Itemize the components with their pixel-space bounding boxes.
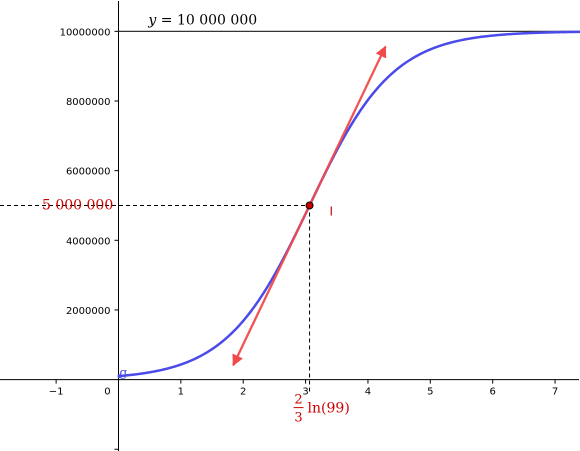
tick-labels: −1 0 1 2 3 4 5 6 7200000040000006000000800000010… (49, 27, 558, 450)
inflection-point-label: I (330, 204, 334, 218)
x-tick-label: 5 (427, 387, 433, 398)
inflection-x-numerator: 2 (294, 393, 302, 408)
curve (118, 30, 580, 378)
inflection-x-denominator: 3 (294, 411, 302, 426)
x-tick-label: 4 (365, 387, 371, 398)
x-tick-label: 2 (240, 387, 246, 398)
x-tick-label: 7 (552, 387, 558, 398)
inflection-point (305, 201, 314, 210)
asymptote-label: y = 10 000 000 (147, 12, 257, 28)
inflection-y-label: 5 000 000 (42, 197, 113, 213)
asymptote-label-value: = 10 000 000 (156, 12, 257, 28)
inflection-x-function: ln(99) (308, 401, 350, 417)
x-tick-label: 1 (178, 387, 184, 398)
asymptote-label-var: y (147, 12, 157, 28)
guide-lines (0, 204, 311, 394)
x-tick-label: 0 (104, 387, 110, 398)
points (117, 201, 314, 379)
x-tick-label: 6 (490, 387, 496, 398)
y-tick-label: 10000000 (60, 27, 111, 38)
y-tick-label: 4000000 (66, 236, 111, 247)
x-tick-label: 3 (302, 387, 308, 398)
y-tick-label: 8000000 (66, 97, 111, 108)
y-tick-label: 6000000 (66, 167, 111, 178)
logistic-curve (118, 30, 580, 378)
curve-label: g (119, 366, 127, 380)
x-tick-label: −1 (49, 387, 64, 398)
curve-start-point (117, 374, 122, 379)
y-tick-label: 2000000 (66, 306, 111, 317)
